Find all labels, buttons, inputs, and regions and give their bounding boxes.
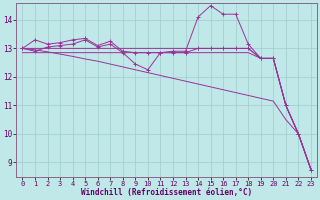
- X-axis label: Windchill (Refroidissement éolien,°C): Windchill (Refroidissement éolien,°C): [81, 188, 252, 197]
